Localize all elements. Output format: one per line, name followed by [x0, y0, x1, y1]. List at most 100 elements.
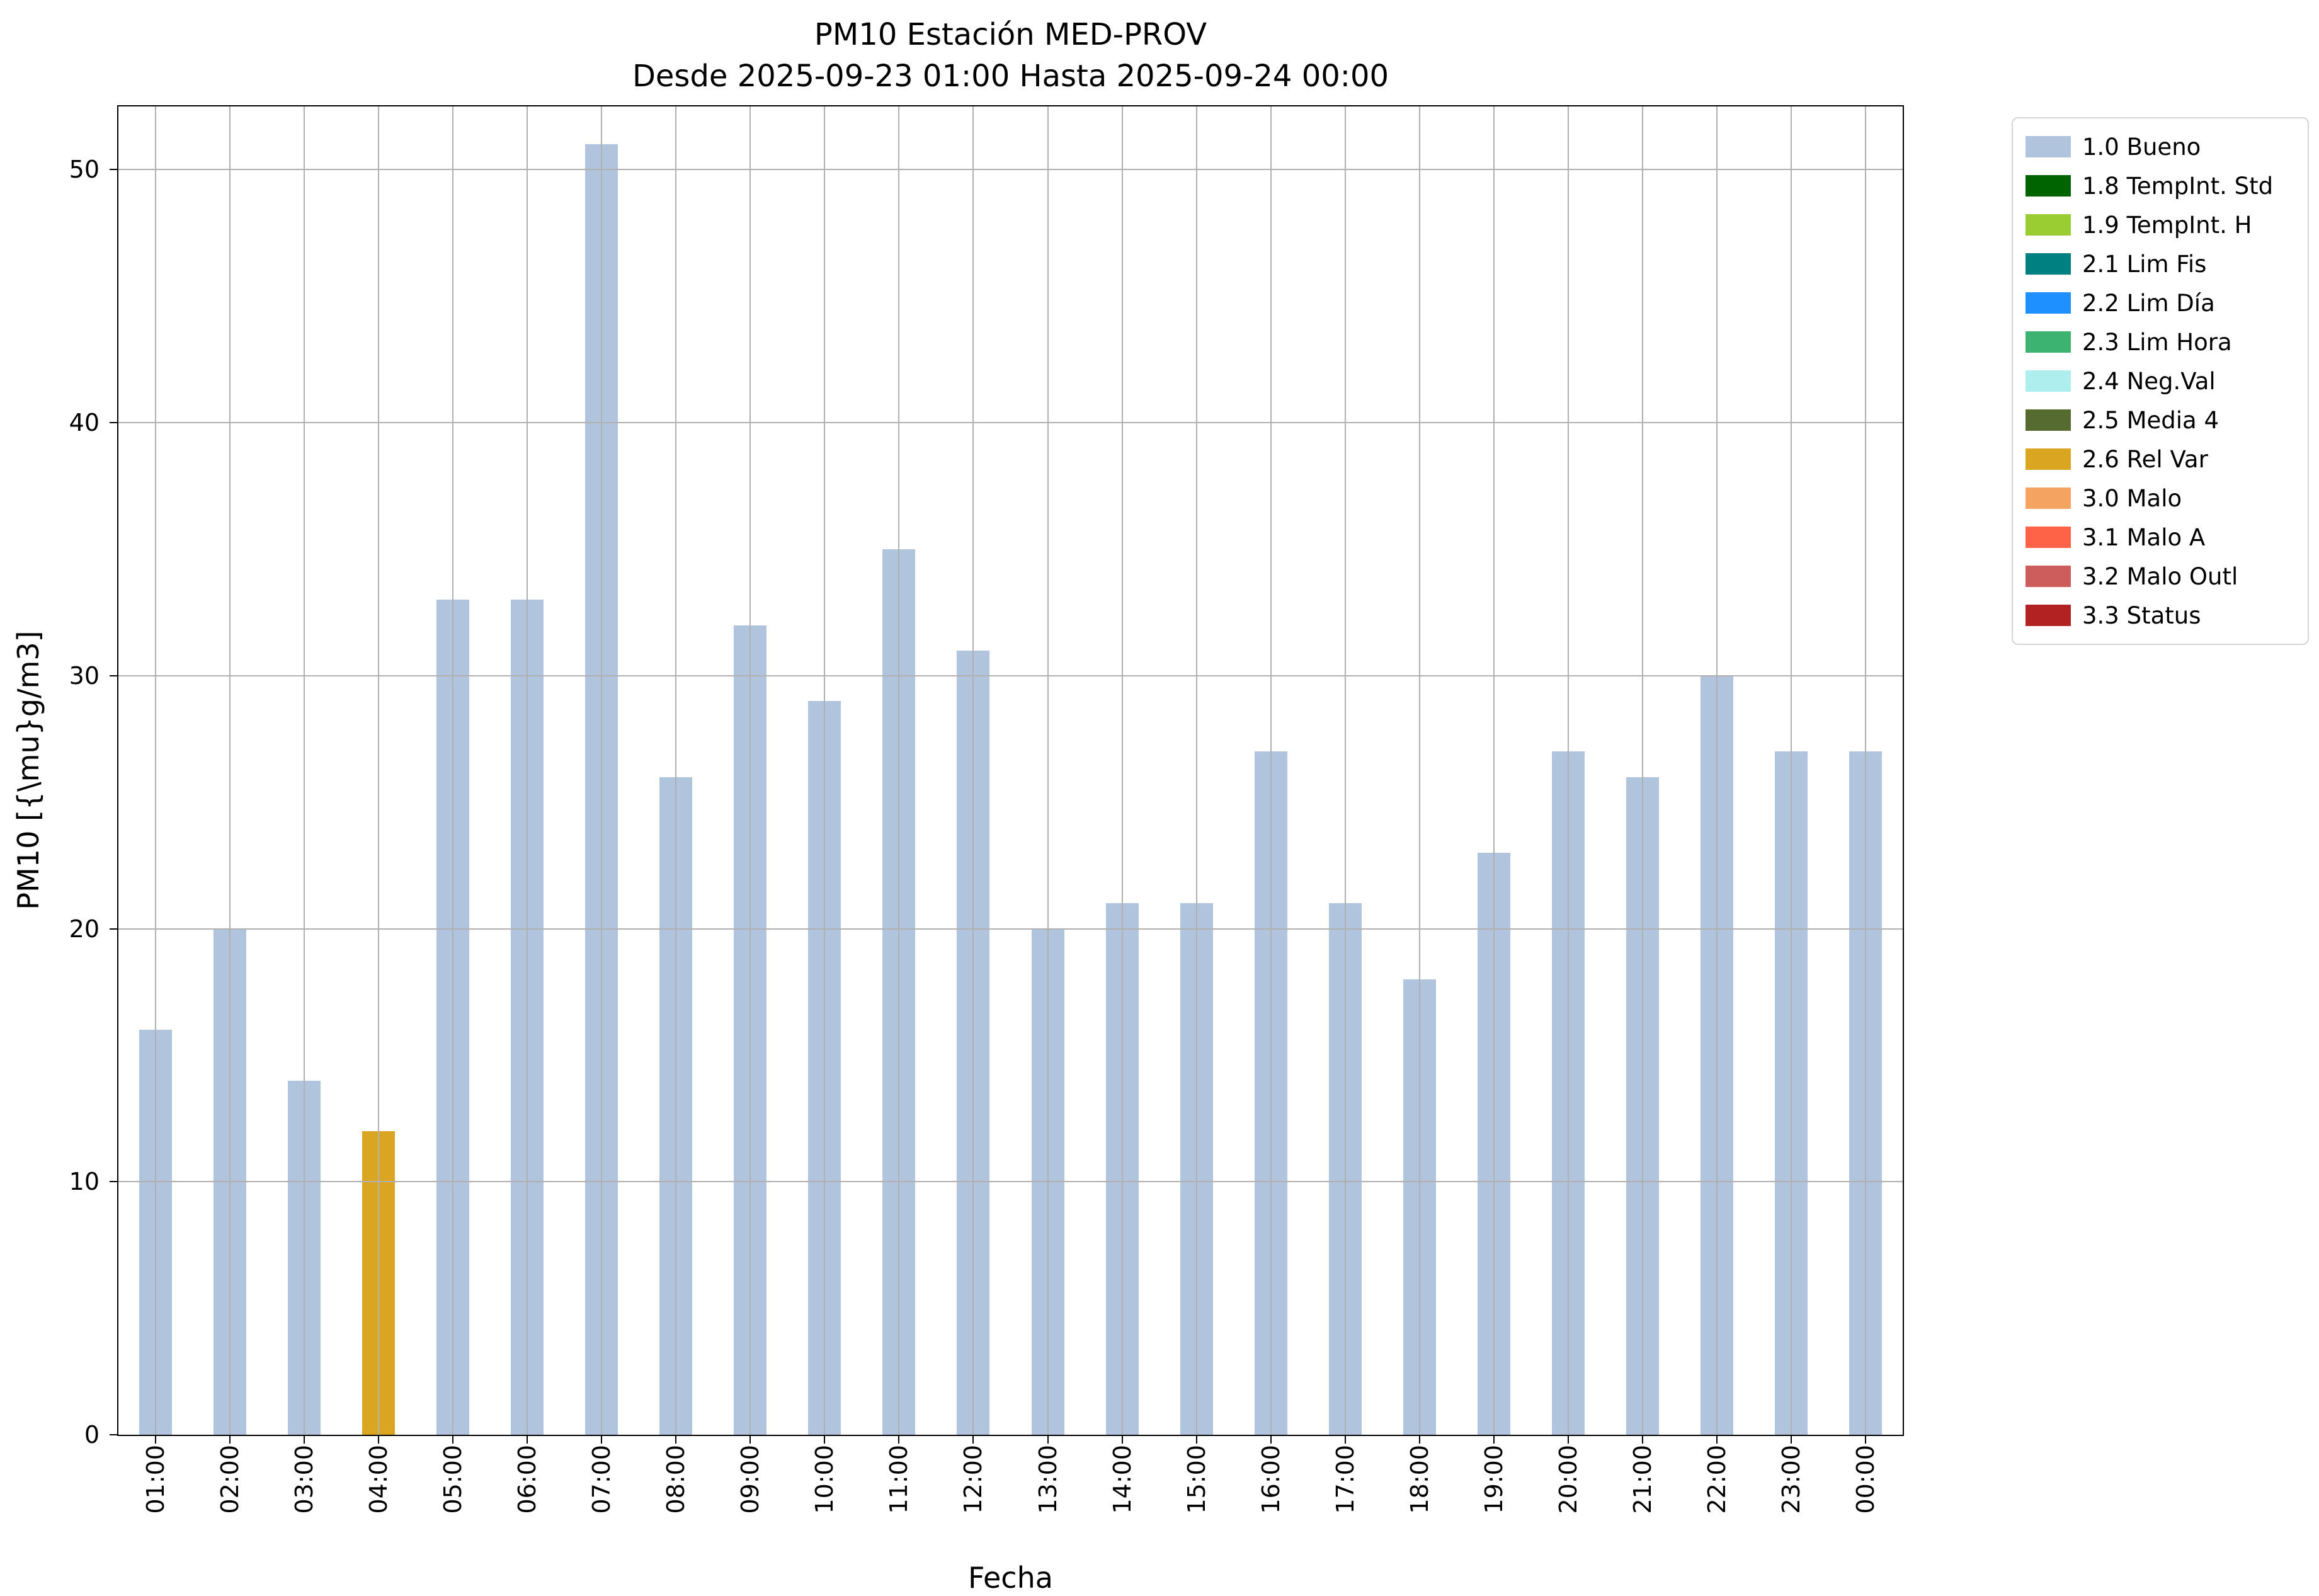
legend-item: 2.5 Media 4	[2026, 401, 2295, 440]
x-tick	[1567, 1435, 1569, 1444]
y-tick	[110, 169, 118, 171]
x-tick	[155, 1435, 157, 1444]
x-tick	[601, 1435, 603, 1444]
x-tick	[527, 1435, 528, 1444]
gridline-vertical	[601, 106, 603, 1435]
x-tick	[1493, 1435, 1495, 1444]
gridline-vertical	[1493, 106, 1495, 1435]
legend-label: 1.8 TempInt. Std	[2082, 172, 2274, 200]
x-tick	[1716, 1435, 1718, 1444]
gridline-vertical	[527, 106, 528, 1435]
x-tick-label: 05:00	[439, 1445, 467, 1514]
legend-label: 3.1 Malo A	[2082, 523, 2206, 551]
x-tick	[1344, 1435, 1346, 1444]
x-tick-label: 08:00	[662, 1445, 690, 1514]
gridline-vertical	[898, 106, 900, 1435]
x-tick-label: 13:00	[1034, 1445, 1062, 1514]
legend-swatch	[2026, 409, 2071, 431]
x-tick-label: 19:00	[1479, 1445, 1508, 1514]
legend: 1.0 Bueno 1.8 TempInt. Std 1.9 TempInt. H 2…	[2012, 117, 2309, 645]
legend-item: 3.3 Status	[2026, 596, 2295, 635]
x-tick-label: 17:00	[1331, 1445, 1359, 1514]
legend-item: 3.1 Malo A	[2026, 518, 2295, 557]
legend-item: 3.0 Malo	[2026, 479, 2295, 518]
x-tick-label: 11:00	[885, 1445, 913, 1514]
gridline-vertical	[1195, 106, 1197, 1435]
chart-subtitle: Desde 2025-09-23 01:00 Hasta 2025-09-24 …	[632, 59, 1389, 94]
x-tick	[972, 1435, 974, 1444]
gridline-vertical	[378, 106, 380, 1435]
x-tick	[1121, 1435, 1123, 1444]
x-tick-label: 21:00	[1628, 1445, 1656, 1514]
x-tick	[1418, 1435, 1420, 1444]
legend-item: 2.3 Lim Hora	[2026, 322, 2295, 362]
x-axis-label: Fecha	[968, 1561, 1053, 1595]
gridline-vertical	[749, 106, 751, 1435]
x-tick	[1790, 1435, 1792, 1444]
legend-swatch	[2026, 292, 2071, 314]
x-tick	[675, 1435, 677, 1444]
legend-swatch	[2026, 527, 2071, 548]
x-tick-label: 14:00	[1108, 1445, 1136, 1514]
y-tick-label: 30	[69, 661, 100, 690]
legend-swatch	[2026, 175, 2071, 197]
legend-label: 2.6 Rel Var	[2082, 445, 2208, 473]
legend-label: 2.1 Lim Fis	[2082, 250, 2207, 278]
legend-label: 2.3 Lim Hora	[2082, 328, 2232, 356]
x-tick-label: 03:00	[290, 1445, 319, 1514]
y-tick-label: 40	[69, 409, 100, 437]
legend-label: 2.2 Lim Día	[2082, 289, 2215, 317]
x-tick-label: 01:00	[142, 1445, 170, 1514]
gridline-vertical	[1567, 106, 1569, 1435]
x-tick	[1864, 1435, 1866, 1444]
x-tick-label: 04:00	[365, 1445, 393, 1514]
x-tick	[378, 1435, 380, 1444]
legend-item: 2.6 Rel Var	[2026, 440, 2295, 479]
gridline-horizontal	[118, 928, 1903, 930]
y-tick	[110, 422, 118, 424]
gridline-vertical	[1790, 106, 1792, 1435]
x-tick-label: 15:00	[1182, 1445, 1211, 1514]
y-tick-label: 0	[84, 1421, 100, 1449]
gridline-vertical	[675, 106, 677, 1435]
legend-swatch	[2026, 331, 2071, 353]
y-tick-label: 10	[69, 1168, 100, 1196]
gridline-vertical	[972, 106, 974, 1435]
legend-label: 3.0 Malo	[2082, 484, 2182, 512]
legend-swatch	[2026, 214, 2071, 236]
gridline-horizontal	[118, 675, 1903, 676]
legend-swatch	[2026, 370, 2071, 392]
gridline-vertical	[1418, 106, 1420, 1435]
x-tick	[1047, 1435, 1049, 1444]
legend-swatch	[2026, 605, 2071, 626]
x-tick-label: 20:00	[1554, 1445, 1582, 1514]
x-tick	[1641, 1435, 1643, 1444]
gridline-horizontal	[118, 1181, 1903, 1183]
chart-title: PM10 Estación MED-PROV	[814, 17, 1207, 52]
gridline-horizontal	[118, 422, 1903, 424]
chart-title-block: PM10 Estación MED-PROV Desde 2025-09-23 …	[117, 14, 1904, 97]
x-tick	[749, 1435, 751, 1444]
gridline-vertical	[1864, 106, 1866, 1435]
gridline-horizontal	[118, 169, 1903, 171]
x-tick	[229, 1435, 231, 1444]
gridline-vertical	[229, 106, 231, 1435]
legend-label: 1.0 Bueno	[2082, 133, 2201, 161]
legend-swatch	[2026, 253, 2071, 275]
gridline-vertical	[304, 106, 305, 1435]
gridline-vertical	[1047, 106, 1049, 1435]
legend-item: 1.9 TempInt. H	[2026, 205, 2295, 244]
x-tick-label: 06:00	[513, 1445, 542, 1514]
legend-label: 2.5 Media 4	[2082, 406, 2219, 434]
legend-swatch	[2026, 448, 2071, 470]
gridline-vertical	[1716, 106, 1718, 1435]
x-tick-label: 16:00	[1256, 1445, 1285, 1514]
x-tick-label: 00:00	[1851, 1445, 1879, 1514]
x-tick-label: 10:00	[811, 1445, 839, 1514]
x-tick-label: 09:00	[736, 1445, 765, 1514]
y-tick	[110, 1181, 118, 1183]
y-tick	[110, 675, 118, 676]
gridline-vertical	[1270, 106, 1272, 1435]
x-tick	[304, 1435, 305, 1444]
